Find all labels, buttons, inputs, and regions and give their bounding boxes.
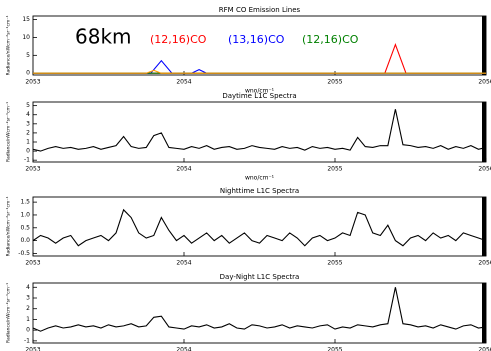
y-tick-label: 3 bbox=[26, 295, 30, 302]
y-tick-label: 1.0 bbox=[20, 211, 30, 218]
y-tick-label: 5 bbox=[26, 52, 30, 59]
plot-frame bbox=[32, 196, 487, 257]
data-line bbox=[33, 69, 486, 74]
data-line bbox=[33, 43, 486, 74]
x-tick-label: 2055 bbox=[327, 79, 342, 86]
annotation: 68km bbox=[75, 25, 132, 49]
data-line bbox=[32, 208, 487, 247]
y-tick-label: 2 bbox=[26, 129, 30, 136]
x-tick-label: 2056 bbox=[478, 166, 491, 173]
x-tick-label: 2053 bbox=[25, 347, 40, 351]
y-tick-label: 1 bbox=[26, 316, 30, 323]
y-axis-label: Radiance/nWcm⁻²sr⁻¹cm⁻¹ bbox=[6, 283, 12, 343]
y-tick-label: 3 bbox=[26, 120, 30, 127]
x-tick-label: 2053 bbox=[25, 260, 40, 267]
y-tick-label: 2 bbox=[26, 305, 30, 312]
x-tick-label: 2054 bbox=[176, 79, 191, 86]
legend-label: (13,16)CO bbox=[228, 33, 285, 46]
y-axis-label: Radiance/nWcm⁻²sr⁻¹cm⁻¹ bbox=[6, 15, 12, 75]
panel-title: RFM CO Emission Lines bbox=[219, 6, 301, 14]
legend-label: (12,16)CO bbox=[150, 33, 207, 46]
y-tick-label: 15 bbox=[22, 16, 30, 23]
x-tick-label: 2055 bbox=[327, 166, 342, 173]
x-tick-label: 2054 bbox=[176, 260, 191, 267]
x-tick-label: 2056 bbox=[478, 79, 491, 86]
y-tick-label: 0.0 bbox=[20, 237, 30, 244]
y-tick-label: -1 bbox=[24, 157, 30, 164]
panel-title: Day-Night L1C Spectra bbox=[220, 273, 300, 281]
right-band bbox=[482, 283, 486, 343]
panel-title: Daytime L1C Spectra bbox=[222, 92, 296, 100]
plot-frame bbox=[32, 282, 487, 344]
data-line bbox=[33, 59, 486, 74]
y-tick-label: 1.5 bbox=[20, 199, 30, 206]
y-tick-label: 0 bbox=[26, 327, 30, 334]
y-tick-label: 5 bbox=[26, 102, 30, 109]
x-tick-label: 2054 bbox=[176, 166, 191, 173]
y-tick-label: 0 bbox=[26, 70, 30, 77]
y-tick-label: 4 bbox=[26, 284, 30, 291]
legend-label: (12,16)CO bbox=[302, 33, 359, 46]
x-tick-label: 2056 bbox=[478, 347, 491, 351]
data-line bbox=[32, 287, 487, 332]
panel-title: Nighttime L1C Spectra bbox=[220, 187, 299, 195]
x-tick-label: 2056 bbox=[478, 260, 491, 267]
x-tick-label: 2054 bbox=[176, 347, 191, 351]
right-band bbox=[482, 102, 486, 162]
y-tick-label: 10 bbox=[22, 34, 30, 41]
y-tick-label: 4 bbox=[26, 111, 30, 118]
plot-frame bbox=[32, 101, 487, 163]
right-band bbox=[482, 197, 486, 256]
x-axis-label: wno/cm⁻¹ bbox=[245, 88, 275, 95]
right-band bbox=[482, 16, 486, 75]
x-tick-label: 2053 bbox=[25, 166, 40, 173]
y-tick-label: 1 bbox=[26, 139, 30, 146]
y-tick-label: 0 bbox=[26, 148, 30, 155]
y-tick-label: -1 bbox=[24, 337, 30, 344]
data-line bbox=[32, 109, 487, 152]
x-tick-label: 2053 bbox=[25, 79, 40, 86]
x-tick-label: 2055 bbox=[327, 347, 342, 351]
x-tick-label: 2055 bbox=[327, 260, 342, 267]
x-axis-label: wno/cm⁻¹ bbox=[245, 175, 275, 182]
y-tick-label: 0.5 bbox=[20, 224, 30, 231]
y-tick-label: -0.5 bbox=[18, 250, 30, 257]
y-axis-label: Radiance/nWcm⁻²sr⁻¹cm⁻¹ bbox=[6, 196, 12, 256]
y-axis-label: Radiance/nWcm⁻²sr⁻¹cm⁻¹ bbox=[6, 102, 12, 162]
